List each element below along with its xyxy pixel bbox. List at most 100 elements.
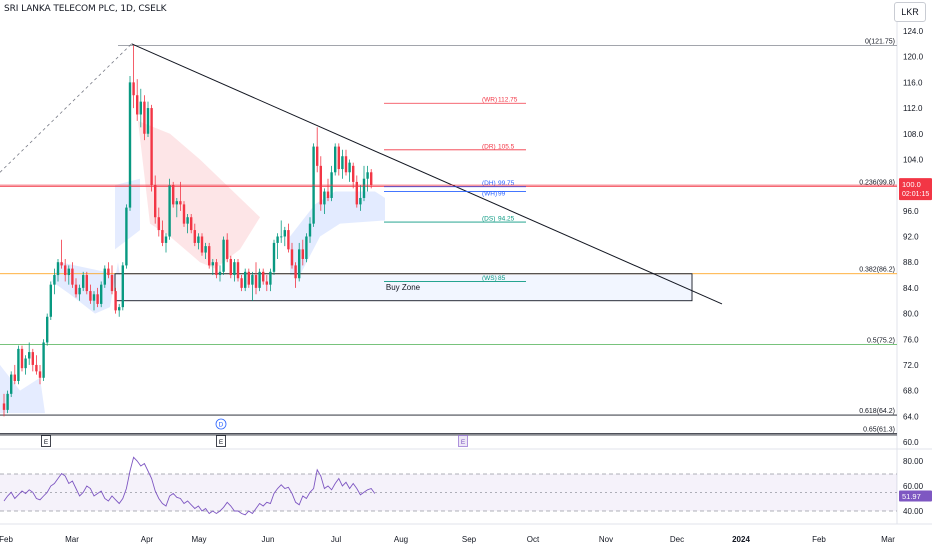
candle-body xyxy=(316,146,319,166)
candle-body xyxy=(42,342,45,378)
candle-body xyxy=(92,294,96,301)
candle-body xyxy=(172,185,175,205)
candle xyxy=(172,181,175,208)
time-tick-label: Nov xyxy=(599,535,613,544)
candle xyxy=(92,291,96,311)
time-tick-label: Feb xyxy=(812,535,826,544)
candle xyxy=(38,364,42,385)
candle-body xyxy=(10,374,13,394)
candle-body xyxy=(118,307,121,311)
price-tick-label: 60.0 xyxy=(903,438,919,447)
candle-body xyxy=(294,265,297,279)
candle-body xyxy=(64,265,67,276)
candle xyxy=(150,104,153,192)
candle xyxy=(78,284,81,301)
candle xyxy=(348,159,351,182)
candle xyxy=(10,371,13,398)
earnings-marker-label: E xyxy=(219,439,224,446)
last-price-badge xyxy=(899,178,932,201)
pivot-label: (WH) xyxy=(482,191,497,198)
candle-body xyxy=(38,371,42,378)
candle xyxy=(13,364,16,385)
candle-body xyxy=(6,393,9,410)
candle xyxy=(154,175,157,224)
price-tick-label: 68.0 xyxy=(903,387,919,396)
candle xyxy=(276,233,279,259)
candle xyxy=(136,79,139,121)
candle-body xyxy=(334,146,337,173)
candle-body xyxy=(193,230,196,243)
candle-body xyxy=(341,156,344,170)
candle xyxy=(262,268,265,285)
candle-body xyxy=(114,291,117,311)
event-markers: E D E E xyxy=(0,418,897,447)
candle-body xyxy=(298,249,301,279)
candle-body xyxy=(35,364,38,372)
pivot-levels: (WR) 112.75 (DR) 105.5 (DH) 99.75(WH) 99 (DS) 94… xyxy=(384,97,526,282)
candle-body xyxy=(60,262,63,266)
candle xyxy=(60,239,63,269)
candle xyxy=(215,258,218,279)
candle-body xyxy=(262,271,265,282)
candle xyxy=(330,165,333,202)
candle xyxy=(139,88,142,128)
candle xyxy=(222,236,225,276)
price-tick-label: 92.0 xyxy=(903,233,919,242)
candle-body xyxy=(323,191,326,205)
price-tick-label: 112.0 xyxy=(903,104,923,113)
candle xyxy=(197,233,200,250)
candle xyxy=(200,233,204,256)
candle xyxy=(186,214,189,234)
candle xyxy=(121,262,124,311)
rsi-tick-label: 60.00 xyxy=(903,482,924,491)
candle-body xyxy=(24,358,27,369)
candle-body xyxy=(370,172,373,186)
buy-zone-label: Buy Zone xyxy=(386,283,421,292)
candle-body xyxy=(197,236,200,243)
rsi-value-text: 51.97 xyxy=(902,492,921,501)
pivot-price: 94.25 xyxy=(498,216,515,223)
candle-body xyxy=(348,162,351,173)
cloud-bull xyxy=(0,364,45,414)
candle-body xyxy=(179,201,182,205)
cloud-bull xyxy=(290,191,385,276)
candle xyxy=(280,220,283,243)
candle-body xyxy=(352,165,355,182)
candle-body xyxy=(67,268,70,276)
candle-body xyxy=(31,352,34,365)
pivot-price: 99 xyxy=(498,191,506,198)
candle xyxy=(226,233,229,263)
candle xyxy=(190,214,193,234)
rsi-tick-label: 40.00 xyxy=(903,507,924,516)
candle xyxy=(82,271,85,292)
candle xyxy=(74,278,78,298)
candle-body xyxy=(258,271,261,288)
candle-body xyxy=(269,271,272,285)
candle-body xyxy=(89,291,92,301)
price-tick-label: 120.0 xyxy=(903,53,924,62)
candle xyxy=(103,265,106,288)
candle-body xyxy=(359,197,362,205)
candle-body xyxy=(337,146,340,170)
candle xyxy=(240,275,243,292)
fib-label: 0.5(75.2) xyxy=(867,337,895,344)
candle-body xyxy=(139,101,142,115)
price-tick-label: 88.0 xyxy=(903,258,919,267)
time-tick-label: Feb xyxy=(0,535,13,544)
candle xyxy=(85,271,88,295)
candle-body xyxy=(28,352,31,359)
candle xyxy=(236,258,240,282)
currency-button[interactable]: LKR xyxy=(894,2,926,22)
earnings-marker-label: E xyxy=(461,439,466,446)
candle xyxy=(28,342,31,365)
candle xyxy=(323,188,326,215)
candle-body xyxy=(150,108,153,186)
price-tick-label: 96.0 xyxy=(903,207,919,216)
candle-body xyxy=(125,207,128,266)
candle-body xyxy=(2,403,6,410)
candle xyxy=(298,242,301,282)
candle-body xyxy=(96,294,99,304)
fib-levels: 0(121.75) 0.236(99.8) 0.382(86.2) 0.5(75.2)… xyxy=(0,38,897,435)
candle-body xyxy=(251,275,254,285)
